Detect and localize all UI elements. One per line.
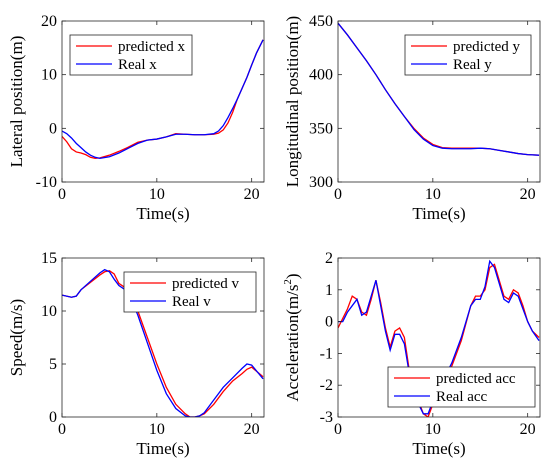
legend-label: Real acc: [436, 389, 488, 405]
axes-box: [61, 257, 265, 418]
y-tick-label: 0: [49, 120, 57, 137]
y-tick-label: 20: [41, 13, 57, 30]
x-tick-label: 10: [425, 421, 441, 438]
y-axis-label-text: Lateral position(m): [7, 36, 26, 168]
legend-label: predicted x: [118, 39, 186, 55]
y-tick-label: -2: [320, 377, 333, 394]
legend: predicted y Real y: [404, 34, 532, 76]
y-axis-label: Acceleration(m/s2): [282, 273, 302, 401]
legend-box: [123, 271, 257, 313]
x-tick-label: 10: [425, 186, 441, 203]
y-tick-label: 350: [309, 120, 333, 137]
chart-panel-3: 0 10 20 0 5 10 15 Time(s) Speed(m/s) predicted v R…: [7, 250, 265, 458]
x-axis-label: Time(s): [136, 439, 189, 458]
x-tick-label: 0: [334, 421, 342, 438]
y-axis-label-text: Acceleration(m/s: [283, 285, 302, 402]
y-tick-label: 0: [49, 409, 57, 426]
x-axis-label: Time(s): [412, 439, 465, 458]
legend-label: Real v: [172, 294, 211, 310]
legend-box: [404, 34, 532, 76]
y-tick-label: 400: [309, 67, 333, 84]
legend: predicted x Real x: [69, 34, 193, 76]
y-tick-label: -1: [320, 345, 333, 362]
y-axis-label-text: Longitudinal position(m): [283, 16, 302, 187]
series-line-real: [338, 259, 540, 415]
y-tick-label: 300: [309, 174, 333, 191]
y-tick-label: 0: [325, 314, 333, 331]
x-tick-label: 20: [244, 421, 260, 438]
x-tick-label: 20: [520, 186, 536, 203]
x-axis-label: Time(s): [412, 204, 465, 223]
y-axis-label-suffix: ): [283, 273, 302, 279]
y-axis-label: Speed(m/s): [7, 299, 26, 376]
x-axis-label: Time(s): [136, 204, 189, 223]
x-tick-label: 10: [149, 186, 165, 203]
y-tick-label: -10: [36, 174, 57, 191]
y-axis-label: Lateral position(m): [7, 36, 26, 168]
legend-label: predicted acc: [436, 371, 516, 387]
axes-box: [61, 20, 265, 183]
series-line-predicted: [62, 270, 264, 417]
y-axis-label-text: Speed(m/s): [7, 299, 26, 376]
legend-label: Real x: [118, 57, 157, 73]
legend-box: [69, 34, 193, 76]
y-axis-label: Longitudinal position(m): [283, 16, 302, 187]
x-tick-label: 10: [149, 421, 165, 438]
x-tick-label: 20: [520, 421, 536, 438]
legend: predicted v Real v: [123, 271, 257, 313]
legend-label: Real y: [453, 57, 492, 73]
y-tick-label: 10: [41, 67, 57, 84]
legend-label: predicted y: [453, 39, 521, 55]
y-tick-label: -3: [320, 409, 333, 426]
y-tick-label: 1: [325, 282, 333, 299]
y-tick-label: 450: [309, 13, 333, 30]
chart-panel-4: 0 10 20-3-2-1012Time(s)Acceleration(m/s2)p…: [282, 250, 541, 458]
series-line-real: [62, 39, 264, 160]
legend-label: predicted v: [172, 276, 240, 292]
series-line-predicted: [338, 263, 540, 417]
series-line-real: [62, 268, 264, 417]
x-tick-label: 0: [334, 186, 342, 203]
y-axis-label-superscript: 2: [282, 279, 294, 285]
x-tick-label: 20: [244, 186, 260, 203]
legend: predicted acc Real acc: [387, 366, 536, 408]
y-tick-label: 15: [41, 250, 57, 267]
y-tick-label: 10: [41, 303, 57, 320]
chart-panel-2: 0 10 20 300 350 400 450 Time(s) Longitudinal pos…: [283, 13, 541, 223]
legend-box: [387, 366, 536, 408]
x-tick-label: 0: [58, 186, 66, 203]
axes-box: [337, 257, 541, 418]
y-tick-label: 5: [49, 356, 57, 373]
series-line-real: [338, 22, 540, 156]
y-tick-label: 2: [325, 250, 333, 267]
x-tick-label: 0: [58, 421, 66, 438]
axes-box: [337, 20, 541, 183]
